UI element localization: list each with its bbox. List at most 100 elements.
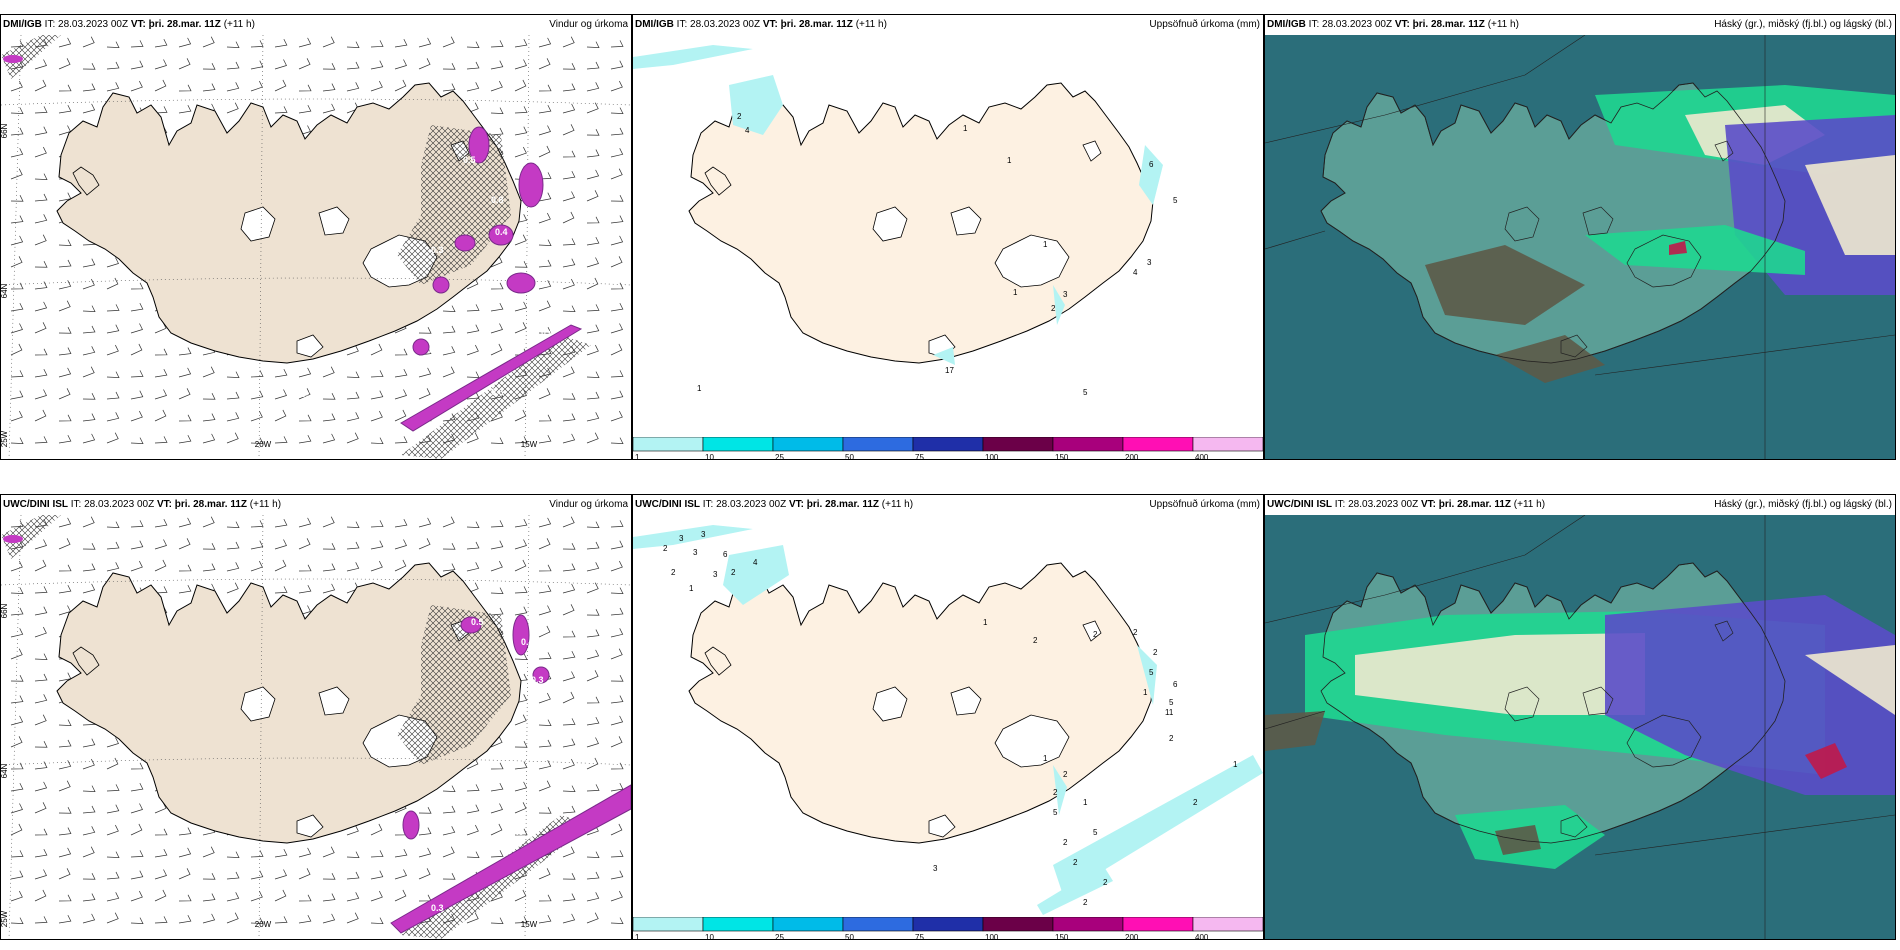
colorbar-svg: 1 10 25 50 75 100 150 200 400 bbox=[633, 917, 1263, 940]
panel-6: UWC/DINI ISL IT: 28.03.2023 00Z VT: þri.… bbox=[1264, 494, 1896, 940]
precip-value: 3 bbox=[713, 570, 718, 579]
axis-label: 25W bbox=[1, 430, 9, 447]
it-label: IT: bbox=[44, 19, 56, 30]
glacier-outline bbox=[1582, 206, 1614, 236]
precip-value: 1 bbox=[689, 584, 694, 593]
precip-value: 3 bbox=[679, 534, 684, 543]
precip-value: 0.4 bbox=[521, 637, 534, 647]
product-title: Uppsöfnuð úrkoma (mm) bbox=[1149, 499, 1260, 510]
colorbar-tick: 10 bbox=[705, 933, 714, 940]
precip-value: 2 bbox=[1169, 734, 1174, 743]
rain-area bbox=[506, 272, 536, 294]
precip-value: 1 bbox=[1013, 288, 1018, 297]
precip-value: 2 bbox=[1133, 628, 1138, 637]
colorbar-svg: 1 10 25 50 75 100 150 200 400 bbox=[633, 437, 1263, 460]
precip-value: 1 bbox=[1083, 798, 1088, 807]
precip-value: 17 bbox=[945, 366, 954, 375]
colorbar-swatch bbox=[772, 917, 844, 932]
glacier-outline bbox=[1560, 814, 1588, 838]
precip-value: 2 bbox=[671, 568, 676, 577]
init-time: 28.03.2023 00Z bbox=[716, 499, 787, 510]
lead-time: (+11 h) bbox=[249, 499, 282, 510]
precip-area bbox=[729, 75, 783, 135]
westfjords-detail bbox=[72, 646, 100, 676]
map-area[interactable]: 0.5 0.4 0.3 0.5 0.4 0.6 0.3 0.6 0.4 0.5 0.3 20W 15W 6… bbox=[1, 515, 631, 939]
map-area[interactable]: 0.5 0.8 0.4 1.1 0.3 0.2 0.1 0.2 0.6 0.4 20W 15W 66N 6… bbox=[1, 35, 631, 459]
model-name: UWC/DINI ISL bbox=[635, 499, 700, 510]
precip-value: 5 bbox=[1093, 828, 1098, 837]
map-area[interactable] bbox=[1265, 515, 1895, 939]
model-name: DMI/IGB bbox=[1267, 19, 1306, 30]
precip-value: 0.8 bbox=[491, 195, 504, 205]
precip-value: 0.4 bbox=[541, 327, 554, 337]
precip-value: 5 bbox=[1149, 668, 1154, 677]
panel-header: DMI/IGB IT: 28.03.2023 00Z VT: þri. 28.m… bbox=[1, 15, 631, 35]
precip-area bbox=[1053, 755, 1263, 895]
valid-time: þri. 28.mar. 11Z bbox=[1412, 19, 1485, 30]
panel-header: UWC/DINI ISL IT: 28.03.2023 00Z VT: þri.… bbox=[633, 495, 1263, 515]
map-area[interactable] bbox=[1265, 35, 1895, 459]
colorbar-tick: 75 bbox=[915, 453, 924, 460]
map-area[interactable]: 2 4 1 1 1 6 5 3 2 3 1 17 1 5 4 bbox=[633, 35, 1263, 437]
it-label: IT: bbox=[70, 499, 82, 510]
precip-value: 2 bbox=[1193, 798, 1198, 807]
precip-value: 3 bbox=[933, 864, 938, 873]
cloud-layer bbox=[1265, 711, 1325, 751]
product-title: Háský (gr.), miðský (fj.bl.) og lágský (… bbox=[1714, 499, 1892, 510]
map-svg bbox=[1265, 515, 1895, 939]
iceland-landmass bbox=[688, 82, 1154, 364]
precip-value: 1 bbox=[1143, 688, 1148, 697]
lead-time: (+11 h) bbox=[1487, 19, 1519, 30]
coastline bbox=[1320, 82, 1786, 364]
precip-value: 5 bbox=[1053, 808, 1058, 817]
glacier bbox=[928, 814, 956, 838]
colorbar: 1 10 25 50 75 100 150 200 400 bbox=[633, 437, 1263, 460]
rain-area bbox=[432, 276, 450, 294]
precip-value: 4 bbox=[1133, 268, 1138, 277]
precip-value: 5 bbox=[1173, 196, 1178, 205]
glacier-outline bbox=[1504, 206, 1540, 242]
glacier bbox=[1082, 140, 1102, 162]
rain-area bbox=[3, 55, 23, 63]
it-label: IT: bbox=[676, 19, 688, 30]
precip-hatch bbox=[401, 335, 591, 459]
vt-label: VT: bbox=[788, 499, 804, 510]
panel-1: DMI/IGB IT: 28.03.2023 00Z VT: þri. 28.m… bbox=[0, 14, 632, 460]
westfjords-detail bbox=[704, 166, 732, 196]
precip-area bbox=[633, 525, 753, 549]
colorbar-swatch bbox=[912, 917, 984, 932]
colorbar-tick: 400 bbox=[1195, 453, 1209, 460]
valid-time: þri. 28.mar. 11Z bbox=[1438, 499, 1512, 510]
precip-hatch bbox=[1, 35, 61, 79]
graticule bbox=[1265, 515, 1895, 939]
model-name: DMI/IGB bbox=[635, 19, 674, 30]
rain-area bbox=[468, 126, 490, 164]
it-label: IT: bbox=[1334, 499, 1346, 510]
precip-value: 2 bbox=[1153, 648, 1158, 657]
precip-value: 2 bbox=[1063, 838, 1068, 847]
glacier bbox=[318, 206, 350, 236]
map-svg: 0.5 0.8 0.4 1.1 0.3 0.2 0.1 0.2 0.6 0.4 20W 15W 66N 6… bbox=[1, 35, 631, 459]
westfjords-detail bbox=[72, 166, 100, 196]
precip-value: 2 bbox=[1053, 788, 1058, 797]
precip-value: 0.5 bbox=[471, 617, 484, 627]
precip-area bbox=[1037, 865, 1113, 915]
precip-value: 1 bbox=[1043, 754, 1048, 763]
precip-value: 2 bbox=[1063, 770, 1068, 779]
precip-value: 0.4 bbox=[561, 777, 574, 787]
precip-value: 1 bbox=[963, 124, 968, 133]
precip-area bbox=[1139, 145, 1163, 205]
precip-value: 2 bbox=[1103, 878, 1108, 887]
rain-area bbox=[3, 535, 23, 543]
map-area[interactable]: 2 3 3 3 2 1 6 3 2 4 1 2 2 2 2 5 1 6 5 11 2 1 1 2 2 5 3 2 2 2 2 5 2 1 bbox=[633, 515, 1263, 917]
colorbar-swatch bbox=[702, 437, 774, 452]
colorbar-tick: 400 bbox=[1195, 933, 1209, 940]
glacier-outline bbox=[1714, 140, 1734, 162]
panel-header: UWC/DINI ISL IT: 28.03.2023 00Z VT: þri.… bbox=[1265, 495, 1895, 515]
precip-value: 6 bbox=[723, 550, 728, 559]
precip-value: 1 bbox=[1233, 760, 1238, 769]
precip-value: 0.3 bbox=[531, 675, 544, 685]
glacier bbox=[240, 686, 276, 722]
cloud-layer bbox=[1805, 743, 1847, 779]
